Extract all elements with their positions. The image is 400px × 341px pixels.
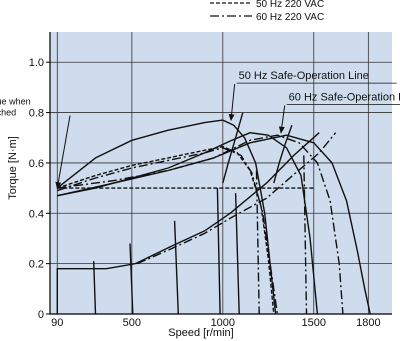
- series-line: [273, 124, 293, 184]
- y-tick-label: 0.8: [29, 108, 44, 120]
- annotation-text: Permissible torque when: [0, 97, 31, 107]
- series-line: [56, 132, 320, 314]
- series-line: [137, 132, 337, 265]
- y-tick-label: 0.2: [29, 259, 44, 271]
- y-tick-label: 0: [38, 309, 44, 321]
- series-line: [173, 220, 179, 315]
- series-line: [57, 134, 344, 315]
- series-line: [216, 188, 221, 315]
- legend-label: 60 Hz 220 VAC: [256, 12, 324, 23]
- grid-lines: [50, 32, 392, 314]
- annotation-arrow: [278, 105, 286, 134]
- annotation-arrow: [55, 115, 71, 190]
- annotation-text: gearhead is attached: [0, 108, 16, 118]
- series-line: [57, 145, 275, 315]
- y-tick-label: 1.0: [29, 57, 44, 69]
- y-tick-label: 0.6: [29, 158, 44, 170]
- series-line: [56, 119, 277, 315]
- series-line: [234, 193, 240, 315]
- series-line: [129, 243, 134, 315]
- x-tick-label: 1000: [211, 317, 235, 329]
- x-tick-label: 90: [51, 317, 63, 329]
- x-axis-label: Speed [r/min]: [168, 327, 233, 339]
- series-line: [57, 147, 279, 315]
- x-tick-label: 1800: [356, 317, 380, 329]
- annotation-arrow: [228, 84, 236, 122]
- annotation-text: 60 Hz Safe-Operation Line: [289, 92, 400, 104]
- y-axis-label: Torque [N·m]: [7, 136, 19, 200]
- series-line: [57, 134, 371, 315]
- series-layer: [56, 112, 371, 315]
- series-line: [255, 170, 260, 315]
- y-tick-label: 0.4: [29, 208, 44, 220]
- series-line: [93, 261, 97, 315]
- axes: 0 0.2 0.4 0.6 0.8 1.0 90 500 1000 1500 1800: [29, 32, 392, 329]
- series-line: [303, 155, 308, 315]
- annotation-text: 50 Hz Safe-Operation Line: [239, 70, 369, 82]
- annotations: 50 Hz Safe-Operation Line 60 Hz Safe-Oper…: [0, 70, 400, 190]
- series-line: [222, 112, 244, 184]
- x-tick-label: 500: [123, 317, 141, 329]
- legend: 50 Hz 220 VAC 60 Hz 220 VAC: [210, 0, 324, 23]
- legend-label: 50 Hz 220 VAC: [256, 0, 324, 10]
- x-tick-label: 1500: [302, 317, 326, 329]
